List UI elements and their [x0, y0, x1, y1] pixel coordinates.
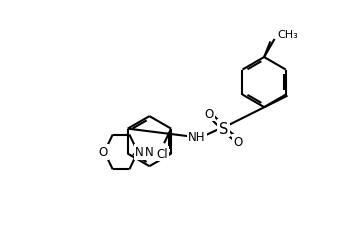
Text: O: O — [204, 108, 213, 121]
Text: O: O — [233, 135, 243, 148]
Text: O: O — [98, 146, 108, 159]
Text: NH: NH — [188, 131, 206, 144]
Text: Cl: Cl — [157, 147, 168, 160]
Text: CH₃: CH₃ — [277, 30, 298, 40]
Text: S: S — [219, 121, 228, 136]
Text: N: N — [145, 146, 154, 159]
Text: N: N — [135, 146, 144, 159]
